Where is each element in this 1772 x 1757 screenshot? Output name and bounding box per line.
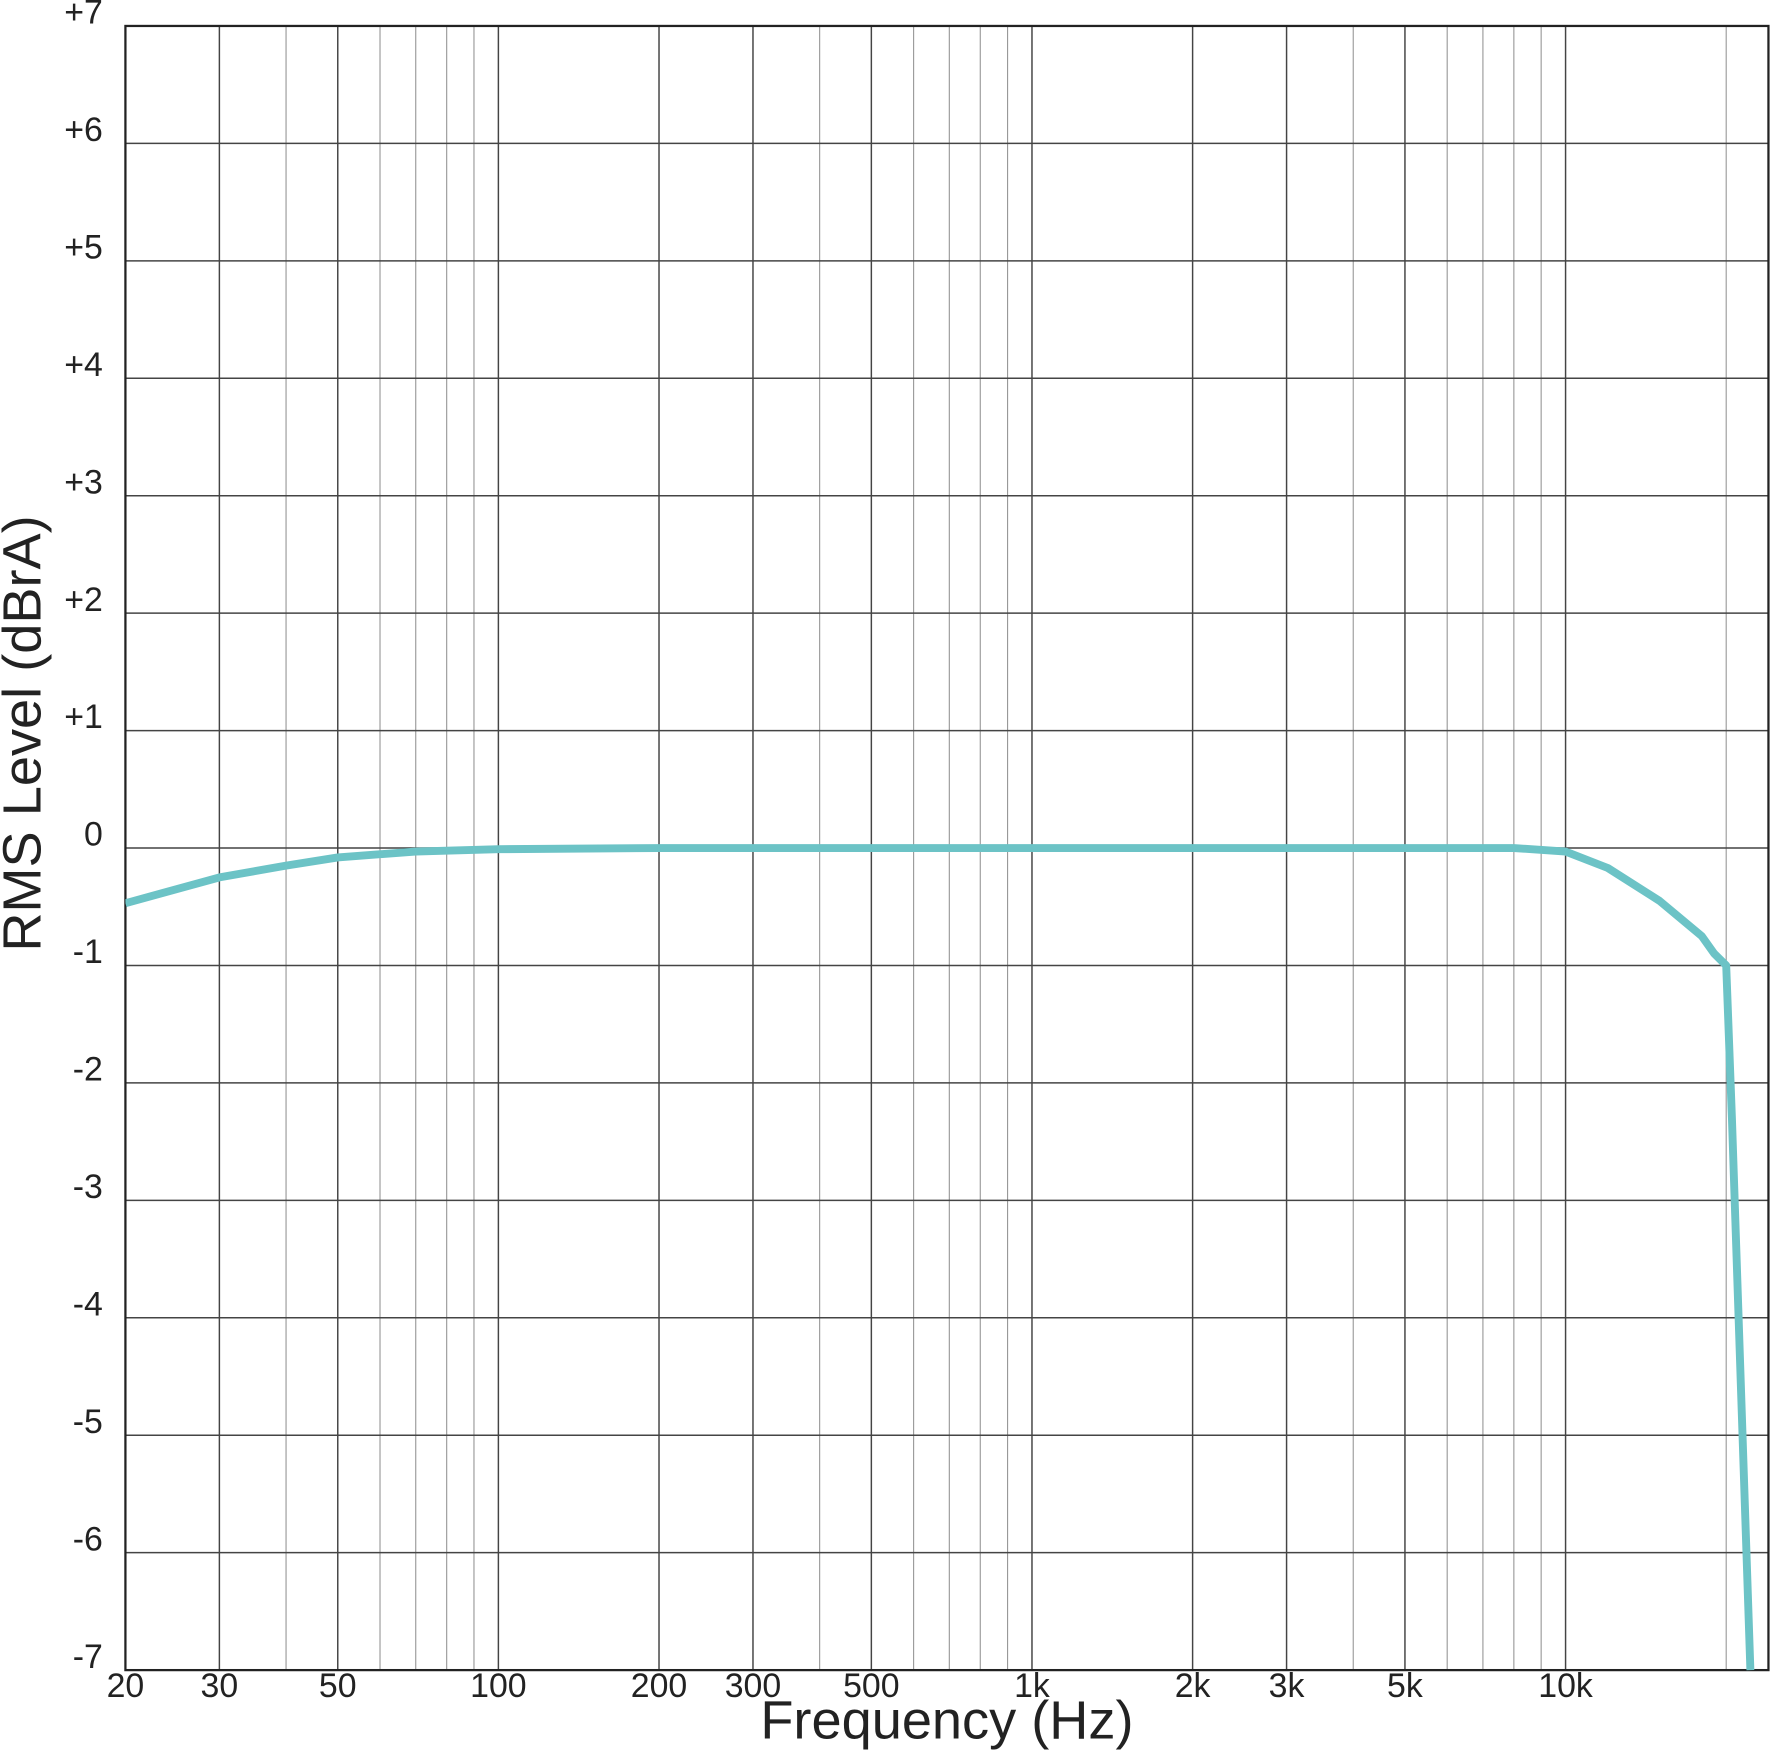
x-tick-label: 3k bbox=[1269, 1667, 1305, 1705]
data-line bbox=[125, 844, 1755, 1671]
y-tick-label: +4 bbox=[64, 346, 103, 384]
x-tick-label: 10k bbox=[1538, 1667, 1593, 1705]
y-axis-title: RMS Level (dBrA) bbox=[0, 515, 52, 951]
y-tick-label: +5 bbox=[64, 228, 103, 266]
x-tick-label: 300 bbox=[725, 1667, 781, 1705]
x-tick-label: 30 bbox=[201, 1667, 239, 1705]
y-tick-label: +1 bbox=[64, 698, 103, 736]
y-tick-label: +3 bbox=[64, 463, 103, 501]
x-tick-label: 20 bbox=[107, 1667, 145, 1705]
x-tick-label: 100 bbox=[470, 1667, 526, 1705]
y-tick-label: -4 bbox=[73, 1285, 103, 1323]
x-tick-label: 1k bbox=[1014, 1667, 1050, 1705]
y-tick-label: -2 bbox=[73, 1051, 103, 1089]
y-tick-label: +2 bbox=[64, 581, 103, 619]
plot-frame bbox=[124, 24, 1770, 1672]
y-tick-label: -6 bbox=[73, 1520, 103, 1558]
y-tick-label: -3 bbox=[73, 1168, 103, 1206]
y-tick-label: 0 bbox=[84, 816, 103, 854]
x-tick-label: 200 bbox=[631, 1667, 687, 1705]
y-tick-label: -1 bbox=[73, 933, 103, 971]
y-tick-label: -5 bbox=[73, 1403, 103, 1441]
x-tick-label: 500 bbox=[843, 1667, 899, 1705]
x-tick-label: 5k bbox=[1387, 1667, 1423, 1705]
x-tick-label: 50 bbox=[319, 1667, 357, 1705]
y-tick-label: +7 bbox=[64, 0, 103, 32]
y-tick-label: +6 bbox=[64, 111, 103, 149]
x-axis-title: Frequency (Hz) bbox=[760, 1691, 1133, 1751]
x-tick-label: 2k bbox=[1175, 1667, 1211, 1705]
y-tick-label: -7 bbox=[73, 1638, 103, 1676]
